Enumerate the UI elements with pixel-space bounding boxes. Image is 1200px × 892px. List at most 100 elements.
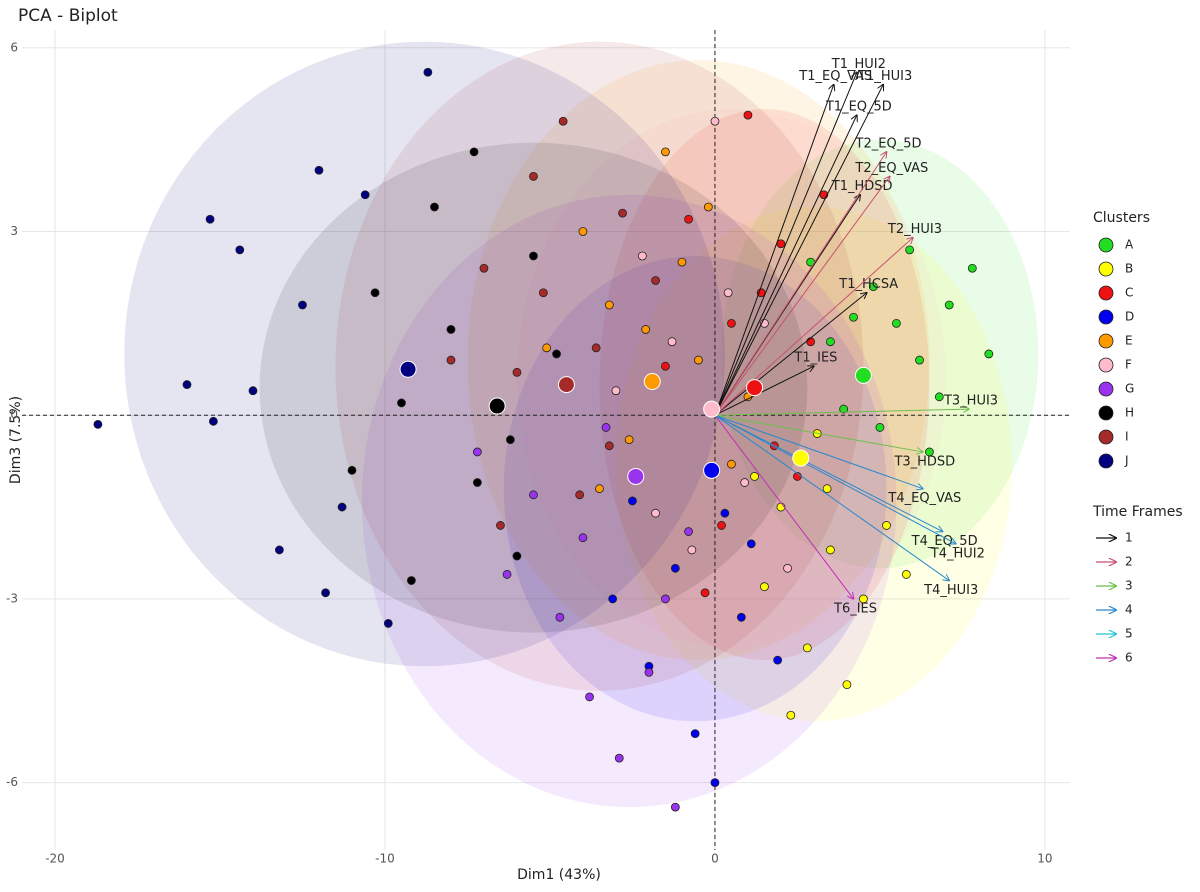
legend-label: F — [1125, 358, 1132, 372]
legend-swatch — [1098, 309, 1114, 325]
loading-arrow — [714, 85, 883, 416]
arrow-label: T3_HDSD — [893, 454, 955, 469]
arrow-label: T1_HUI3 — [857, 69, 912, 84]
y-tick-label: 3 — [10, 224, 18, 238]
concentration-ellipse — [124, 41, 725, 667]
arrow-label: T1_EQ_VAS — [798, 69, 872, 84]
point — [205, 214, 215, 224]
point — [397, 398, 406, 408]
arrow-label: T1_HUI2 — [831, 57, 886, 72]
point — [496, 521, 505, 530]
loading-arrow — [714, 85, 834, 416]
point — [624, 435, 634, 445]
centroid — [627, 467, 645, 485]
point — [684, 214, 693, 224]
point — [505, 435, 515, 445]
point — [578, 533, 588, 543]
point — [882, 521, 891, 530]
point — [512, 367, 522, 377]
point — [723, 288, 733, 298]
centroid — [746, 379, 764, 397]
point — [555, 612, 565, 622]
loading-arrow — [714, 176, 890, 416]
chart-title: PCA - Biplot — [18, 6, 118, 26]
point — [667, 337, 677, 347]
x-tick-label: 0 — [711, 852, 719, 866]
point — [822, 484, 832, 494]
arrow-label: T2_EQ_5D — [855, 136, 922, 151]
point — [651, 276, 660, 285]
point — [786, 710, 796, 720]
x-tick-label: 10 — [1037, 852, 1052, 866]
point — [383, 619, 393, 628]
legend-label: I — [1125, 430, 1129, 444]
point — [637, 251, 647, 261]
arrow-label: T4_EQ_VAS — [887, 491, 961, 506]
point — [298, 300, 307, 310]
point — [967, 263, 977, 273]
point — [670, 802, 680, 812]
arrow-label: T1_HDSD — [831, 179, 893, 194]
legend-swatch — [1098, 261, 1114, 277]
y-tick-label: 6 — [10, 40, 18, 54]
point — [93, 419, 103, 429]
point — [826, 337, 835, 347]
legend-label: H — [1125, 406, 1134, 420]
concentration-ellipse — [259, 142, 808, 633]
centroid — [703, 461, 721, 479]
point — [512, 551, 522, 561]
point — [661, 147, 670, 157]
point — [502, 570, 512, 579]
legend-label: A — [1125, 238, 1134, 252]
point — [806, 337, 816, 347]
loading-arrow — [714, 115, 857, 416]
centroid — [854, 366, 872, 384]
loading-arrow — [714, 366, 814, 416]
point — [604, 441, 614, 451]
loading-arrow — [714, 414, 923, 452]
centroid — [703, 400, 721, 418]
legend-label: 6 — [1125, 651, 1133, 665]
loading-arrow — [714, 293, 867, 416]
point — [529, 490, 538, 500]
point — [472, 447, 482, 457]
point — [248, 386, 258, 396]
point — [944, 300, 954, 310]
point — [406, 576, 416, 585]
point — [591, 343, 601, 353]
loading-arrow — [714, 414, 943, 531]
point — [472, 478, 482, 487]
point — [628, 496, 637, 506]
point — [736, 612, 746, 622]
point — [925, 447, 934, 457]
point — [892, 318, 901, 328]
legend-label: C — [1125, 286, 1133, 300]
point — [717, 521, 726, 530]
loading-arrow — [714, 72, 857, 416]
point — [684, 527, 693, 536]
legend-swatch — [1098, 381, 1114, 397]
point — [760, 582, 769, 592]
point — [727, 318, 736, 328]
centroid — [643, 373, 661, 391]
legend-label: 4 — [1125, 603, 1133, 617]
point — [661, 594, 670, 604]
point — [687, 545, 697, 555]
point — [446, 325, 456, 334]
loading-arrow — [714, 414, 923, 488]
point — [984, 349, 994, 359]
point — [558, 116, 568, 126]
legend-swatch — [1098, 357, 1114, 373]
loading-arrow — [714, 409, 969, 416]
point — [370, 288, 380, 298]
point — [274, 545, 284, 555]
point — [608, 594, 618, 604]
point — [575, 490, 585, 500]
point — [347, 465, 357, 475]
point — [740, 478, 750, 487]
point — [690, 729, 700, 739]
centroid — [488, 397, 506, 415]
point — [776, 239, 786, 249]
point — [446, 355, 456, 365]
